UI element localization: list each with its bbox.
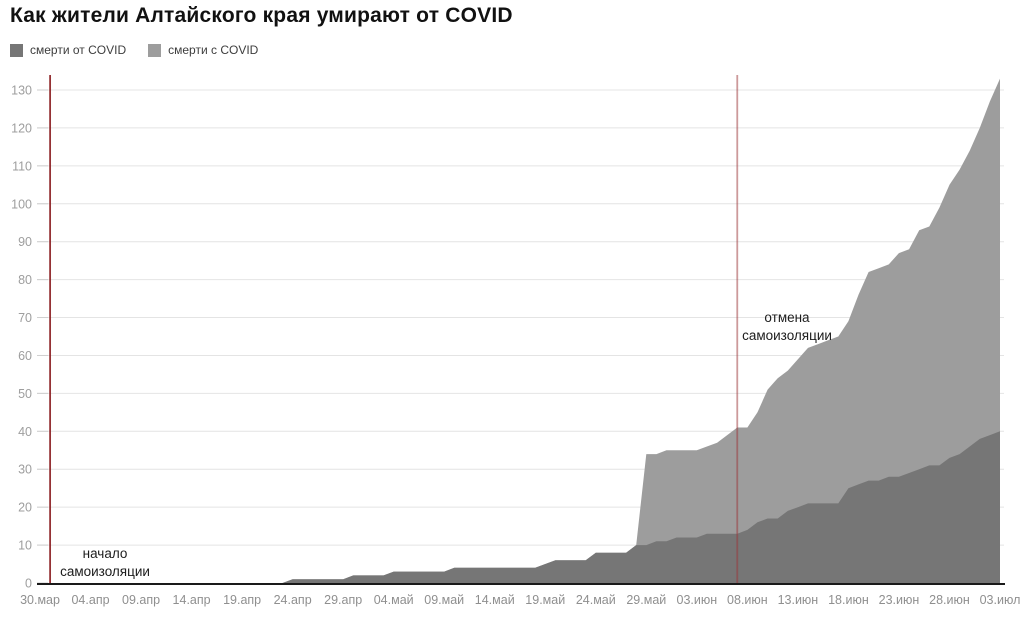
y-axis-tick-label: 20 bbox=[18, 501, 32, 515]
legend-item-deaths-from-covid: смерти от COVID bbox=[10, 43, 126, 57]
x-axis-tick-label: 18.июн bbox=[828, 593, 869, 607]
y-axis-tick-label: 30 bbox=[18, 463, 32, 477]
legend-swatch-deaths-with-covid bbox=[148, 43, 162, 57]
area-series-from-covid bbox=[40, 431, 1000, 583]
y-axis-tick-label: 110 bbox=[12, 159, 32, 173]
y-axis-tick-label: 80 bbox=[18, 273, 32, 287]
x-axis-tick-label: 08.июн bbox=[727, 593, 768, 607]
x-axis-tick-label: 23.июн bbox=[879, 593, 920, 607]
y-axis-tick-label: 50 bbox=[18, 387, 32, 401]
x-axis-tick-label: 29.апр bbox=[324, 593, 362, 607]
x-axis-tick-label: 24.май bbox=[576, 593, 616, 607]
area-series-with-covid bbox=[40, 78, 1000, 583]
annotation-label-0: начало самоизоляции bbox=[60, 546, 150, 579]
y-axis-tick-label: 120 bbox=[11, 121, 32, 135]
y-axis-tick-label: 100 bbox=[11, 197, 32, 211]
x-axis-tick-label: 24.апр bbox=[274, 593, 312, 607]
x-axis-tick-label: 04.апр bbox=[71, 593, 109, 607]
x-axis-tick-label: 03.июн bbox=[677, 593, 718, 607]
legend-label-deaths-with-covid: смерти с COVID bbox=[168, 43, 259, 57]
y-axis-tick-label: 60 bbox=[18, 349, 32, 363]
x-axis-tick-label: 04.май bbox=[374, 593, 414, 607]
chart-legend: смерти от COVID смерти с COVID bbox=[10, 43, 258, 57]
x-axis-tick-label: 09.май bbox=[424, 593, 464, 607]
y-axis-tick-label: 70 bbox=[18, 311, 32, 325]
legend-item-deaths-with-covid: смерти с COVID bbox=[148, 43, 258, 57]
legend-label-deaths-from-covid: смерти от COVID bbox=[30, 43, 127, 57]
x-axis-tick-label: 03.июл bbox=[980, 593, 1021, 607]
x-axis-tick-label: 14.апр bbox=[173, 593, 211, 607]
annotation-label-1: отмена самоизоляции bbox=[742, 310, 832, 343]
x-axis-tick-label: 09.апр bbox=[122, 593, 160, 607]
y-axis-tick-label: 0 bbox=[25, 577, 32, 591]
x-axis-tick-label: 19.апр bbox=[223, 593, 261, 607]
y-axis-tick-label: 10 bbox=[18, 539, 32, 553]
x-axis-tick-label: 13.июн bbox=[778, 593, 819, 607]
x-axis-tick-label: 29.май bbox=[626, 593, 666, 607]
legend-swatch-deaths-from-covid bbox=[10, 43, 23, 57]
y-axis-tick-label: 90 bbox=[18, 235, 32, 249]
x-axis-tick-label: 30.мар bbox=[20, 593, 60, 607]
x-axis-tick-label: 19.май bbox=[525, 593, 565, 607]
x-axis-tick-label: 28.июн bbox=[929, 593, 970, 607]
chart-title: Как жители Алтайского края умирают от CO… bbox=[10, 4, 513, 27]
y-axis-tick-label: 40 bbox=[18, 425, 32, 439]
x-axis-tick-label: 14.май bbox=[475, 593, 515, 607]
y-axis-tick-label: 130 bbox=[11, 84, 32, 98]
